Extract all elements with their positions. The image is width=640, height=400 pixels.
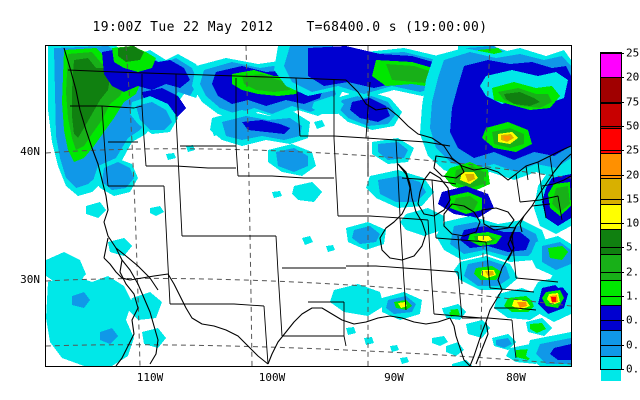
colorbar-tick-line — [600, 174, 624, 176]
colorbar-band-025 — [601, 331, 621, 357]
colorbar-tick-25: 25. — [626, 143, 640, 157]
colorbar-tick-20: 20. — [626, 168, 640, 182]
lat-label-40n: 40N — [20, 145, 40, 158]
colorbar-tick-line — [600, 198, 624, 200]
colorbar-tick-75: 75. — [626, 95, 640, 109]
colorbar-tick-line — [600, 247, 624, 249]
lon-label-100w: 100W — [258, 371, 286, 384]
precip-northern-rockies — [192, 58, 414, 202]
colorbar-tick-line — [600, 223, 624, 225]
colorbar-band-50 — [601, 128, 621, 155]
precip-baja-southwest — [46, 202, 166, 366]
colorbar-band-75 — [601, 103, 621, 129]
colorbar-tick-025: 0.25 — [626, 313, 640, 327]
colorbar-tick-50: 50. — [626, 119, 640, 133]
colorbar-tick-line — [600, 369, 624, 370]
precip-northeast — [420, 48, 571, 234]
colorbar-band-010 — [601, 356, 621, 381]
colorbar-band-250 — [601, 53, 621, 79]
colorbar-tick-250: 250. — [626, 46, 640, 60]
colorbar-tick-line — [600, 150, 624, 152]
colorbar-tick-line — [600, 125, 624, 127]
figure-title: 19:00Z Tue 22 May 2012 T=68400.0 s (19:0… — [92, 20, 488, 35]
lon-label-80w: 80W — [506, 371, 526, 384]
colorbar-tick-line — [600, 77, 624, 79]
colorbar-band-200 — [601, 78, 621, 104]
colorbar-band-15 — [601, 204, 621, 231]
colorbar-band-20 — [601, 179, 621, 205]
colorbar-band-1 — [601, 305, 621, 332]
colorbar-tick-1: 1. — [626, 289, 640, 303]
lon-label-90w: 90W — [384, 371, 404, 384]
colorbar-tick-line — [600, 296, 624, 298]
colorbar-tick-5: 5. — [626, 240, 640, 254]
colorbar-tick-2: 2. — [626, 265, 640, 279]
colorbar-tick-15: 15. — [626, 192, 640, 206]
precip-pacific-northwest — [48, 46, 204, 196]
colorbar-band-25 — [601, 154, 621, 180]
colorbar-tick-line — [600, 53, 624, 54]
map-canvas — [46, 46, 571, 366]
colorbar-tick-001: 0.01 — [626, 362, 640, 376]
graticule — [46, 46, 571, 366]
colorbar-band-5 — [601, 255, 621, 281]
map-boundaries — [63, 47, 571, 366]
lat-label-30n: 30N — [20, 273, 40, 286]
colorbar-band-10 — [601, 230, 621, 256]
colorbar-tick-10: 10. — [626, 216, 640, 230]
colorbar-tick-010: 0.10 — [626, 338, 640, 352]
colorbar-tick-line — [600, 271, 624, 273]
colorbar-tick-line — [600, 320, 624, 322]
colorbar-band-2 — [601, 280, 621, 306]
lon-label-110w: 110W — [136, 371, 164, 384]
precip-southeast-florida — [432, 268, 571, 366]
map-plot-area — [45, 45, 572, 367]
colorbar-tick-line — [600, 344, 624, 346]
colorbar-tick-200: 200. — [626, 70, 640, 84]
colorbar — [600, 52, 622, 381]
colorbar-tick-line — [600, 101, 624, 103]
